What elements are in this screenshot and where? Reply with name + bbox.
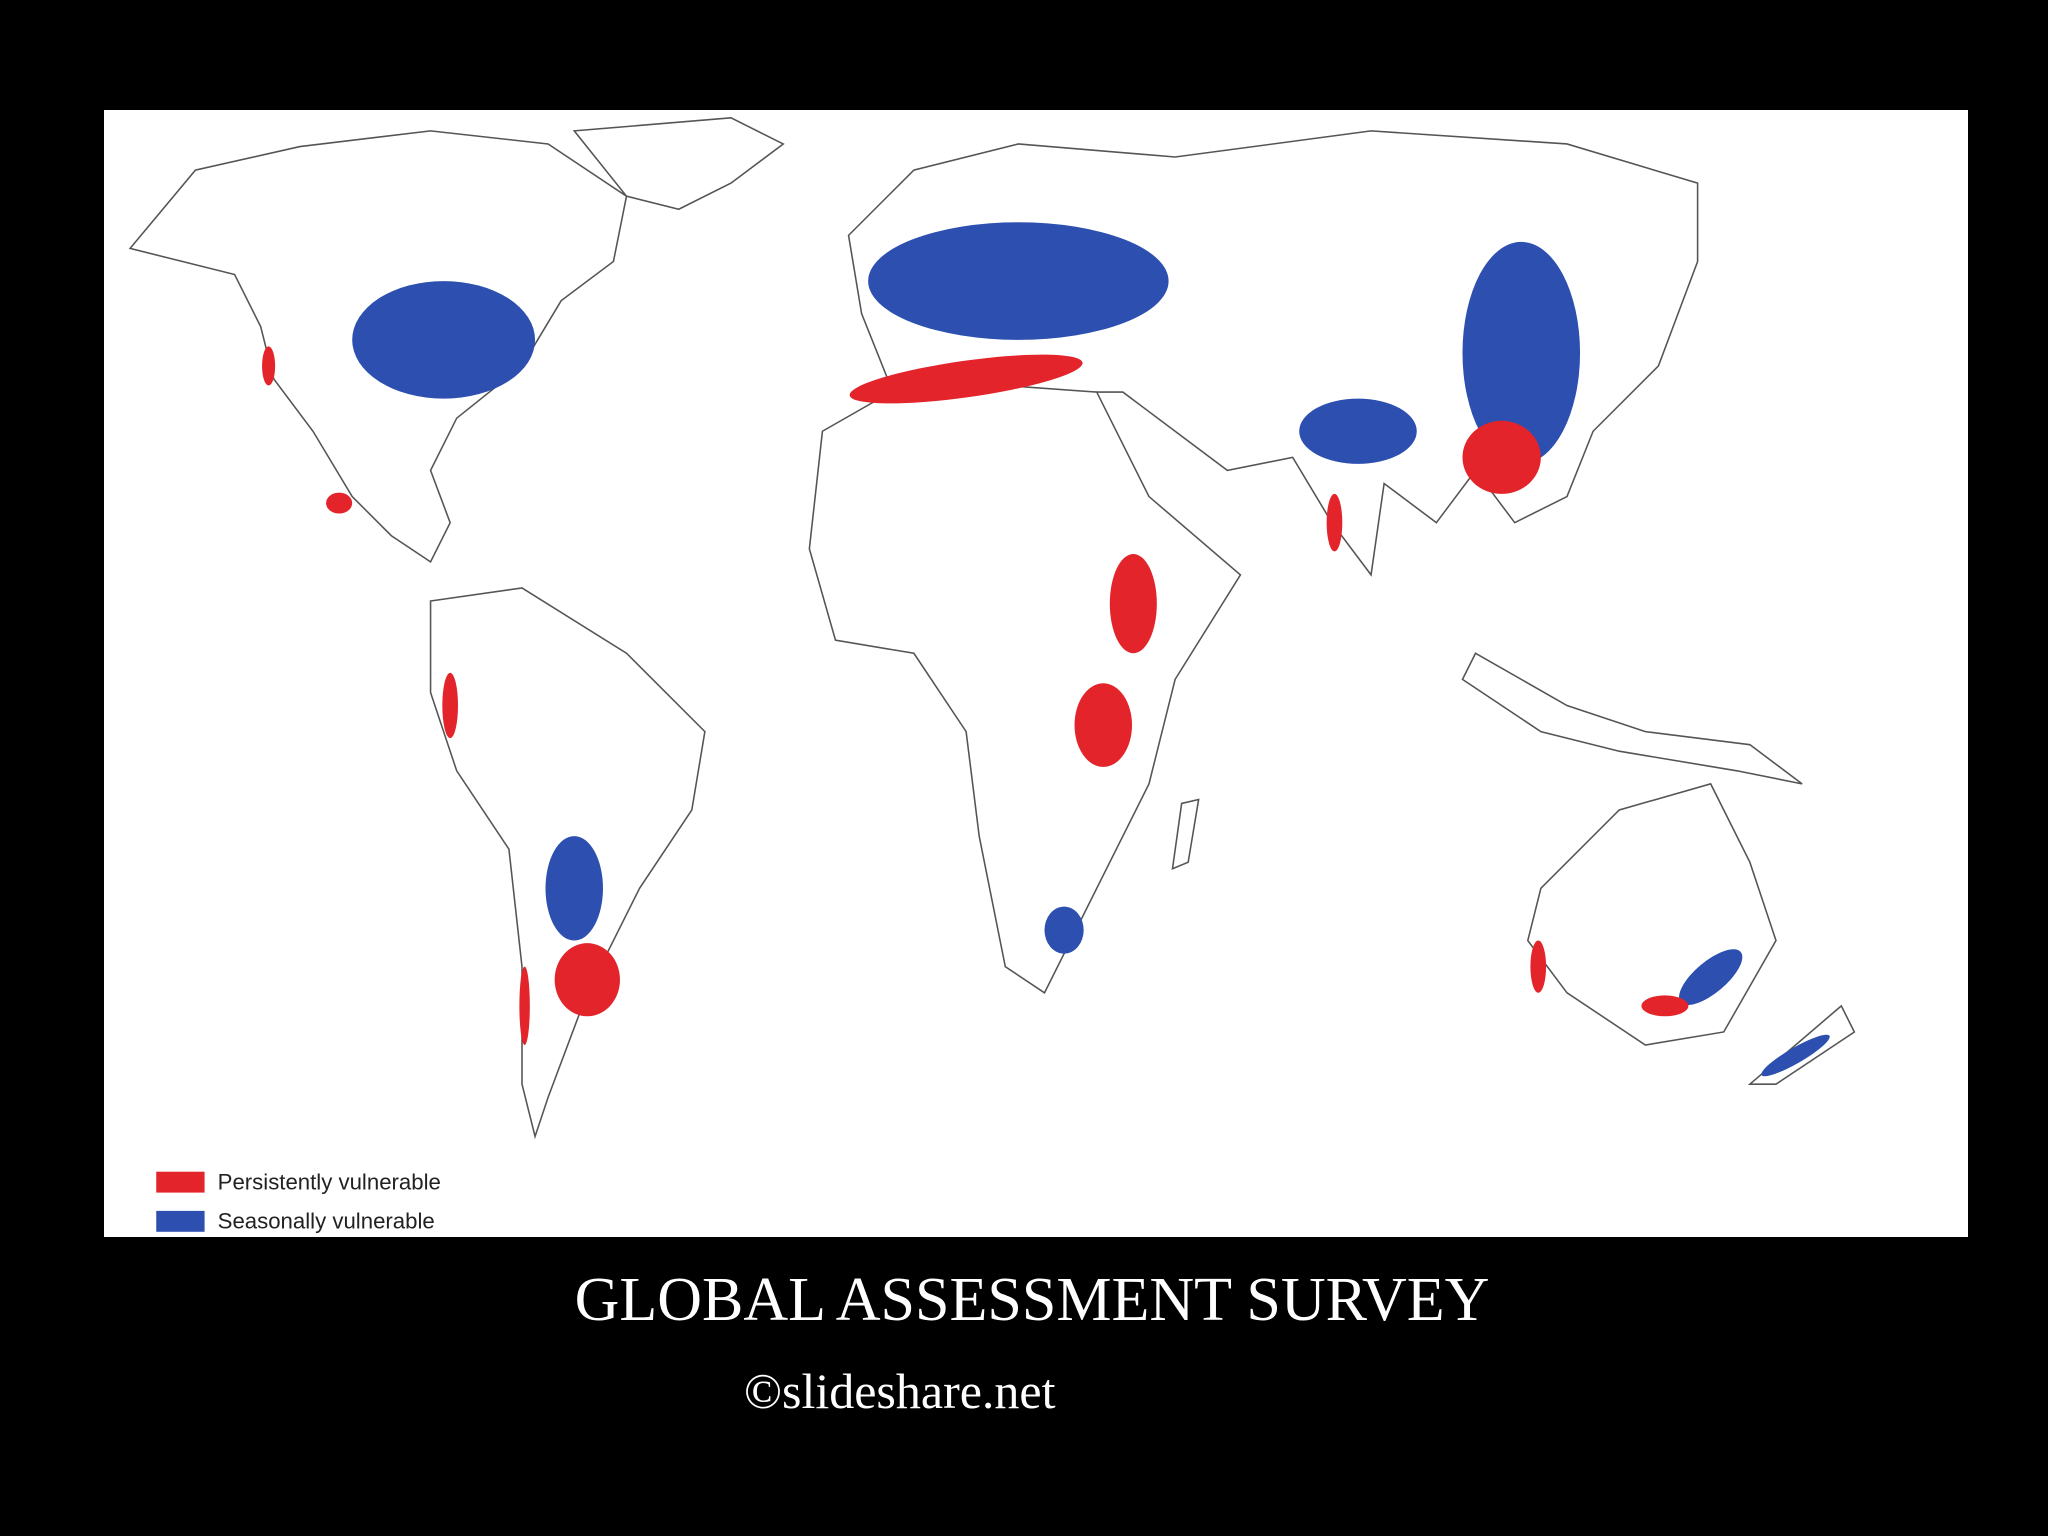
credit: ©slideshare.net (744, 1363, 1056, 1419)
legend-label: Seasonally vulnerable (218, 1208, 435, 1233)
area-argentina-pampas (554, 943, 620, 1017)
vulnerable-areas (262, 222, 1830, 1077)
area-chile (519, 966, 530, 1046)
area-ethiopia (1109, 554, 1157, 654)
area-china (1462, 241, 1581, 464)
slide-title: GLOBAL ASSESSMENT SURVEY (574, 1266, 1490, 1334)
legend-label: Persistently vulnerable (218, 1169, 441, 1194)
area-argentina (545, 836, 603, 941)
area-south-china (1462, 420, 1541, 494)
area-australia (1679, 949, 1743, 1006)
world-map: Persistently vulnerable Seasonally vulner… (104, 110, 1968, 1237)
indonesia (1461, 652, 1803, 785)
area-east-africa (1074, 683, 1133, 767)
area-new-zealand (1761, 1034, 1830, 1077)
area-mediterranean (849, 354, 1083, 404)
area-mexico (326, 492, 353, 514)
area-australia-se (1641, 995, 1689, 1017)
madagascar (1171, 798, 1200, 870)
area-peru (442, 672, 458, 739)
area-california (262, 346, 276, 386)
area-south-africa (1044, 906, 1084, 954)
area-usa (352, 281, 536, 399)
area-australia-sw (1530, 940, 1547, 993)
legend-swatch (156, 1210, 205, 1232)
area-europe (868, 222, 1169, 340)
legend-swatch (156, 1171, 205, 1193)
africa (808, 378, 1242, 994)
area-india (1299, 398, 1417, 464)
greenland (572, 117, 785, 211)
area-india-west (1326, 493, 1343, 552)
legend: Persistently vulnerable Seasonally vulner… (156, 1169, 441, 1233)
